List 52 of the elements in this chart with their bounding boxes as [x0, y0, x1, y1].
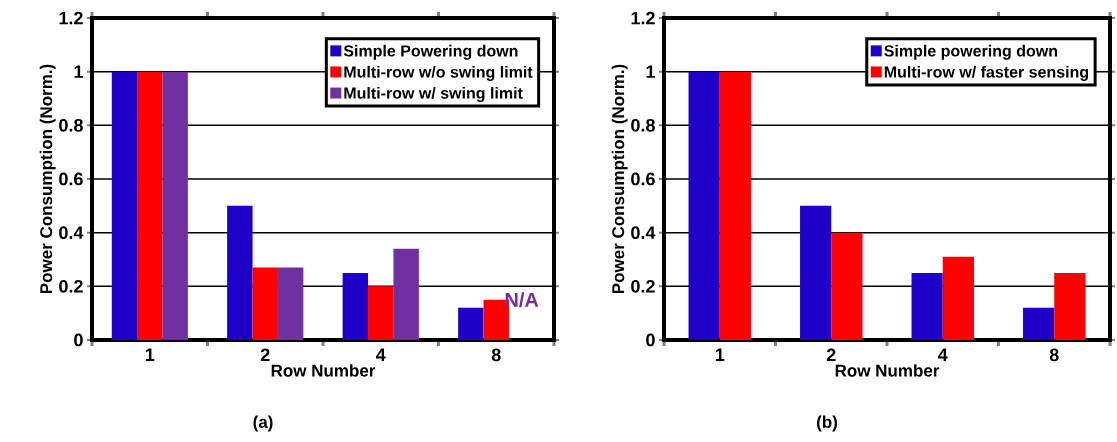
y-tick-label: 0.8	[631, 118, 655, 132]
text: (a)	[253, 415, 273, 432]
x-tick-label: 1	[715, 348, 725, 361]
bar	[1054, 272, 1086, 340]
bar	[911, 272, 943, 340]
x-tick-label: 4	[938, 348, 948, 361]
legend-label: Multi-row w/o swing limit	[344, 65, 533, 81]
x-tick-label: 4	[376, 348, 386, 361]
y-tick-label: 1.2	[631, 11, 655, 25]
legend-label: Simple powering down	[884, 44, 1058, 60]
x-tick-label: 2	[260, 348, 270, 362]
y-axis-title: Power Consumption (Norm.)	[611, 64, 628, 294]
y-tick-label: 0.2	[59, 279, 83, 293]
bar	[368, 286, 394, 340]
bar	[277, 267, 304, 340]
y-tick-label: 1	[646, 65, 655, 78]
bar	[162, 71, 188, 340]
bar	[342, 272, 369, 340]
y-tick-label: 0.6	[631, 172, 655, 186]
bar	[458, 307, 484, 340]
x-axis-title: Row Number	[835, 364, 940, 377]
x-tick-label: 2	[826, 348, 836, 362]
legend-label: Simple Powering down	[343, 44, 518, 60]
y-tick-label: 1.2	[59, 11, 83, 25]
bar	[252, 267, 278, 340]
text: (b)	[817, 415, 838, 432]
bar	[137, 71, 163, 340]
y-tick-label: 0.8	[59, 118, 83, 132]
bar	[719, 71, 751, 340]
bar	[1023, 307, 1055, 340]
y-tick-label: 0.4	[631, 226, 656, 240]
bar	[688, 71, 720, 340]
y-tick-label: 0	[74, 333, 83, 347]
x-axis-title: Row Number	[271, 364, 376, 377]
y-tick-label: 0.4	[59, 226, 84, 240]
annotation: N/A	[505, 292, 539, 308]
legend-label: Multi-row w/ swing limit	[344, 87, 523, 102]
y-axis-title: Power Consumption (Norm.)	[39, 64, 56, 294]
x-tick-label: 1	[145, 348, 155, 361]
bar	[831, 232, 863, 340]
legend-label: Multi-row w/ faster sensing	[884, 65, 1089, 81]
bar	[942, 256, 974, 340]
y-tick-label: 1	[74, 65, 83, 78]
y-tick-label: 0.2	[631, 279, 655, 293]
y-tick-label: 0	[646, 333, 655, 347]
bar	[800, 205, 832, 340]
bar	[393, 248, 419, 340]
y-tick-label: 0.6	[59, 172, 83, 186]
bar	[227, 205, 253, 340]
bar	[111, 71, 138, 340]
x-tick-label: 8	[491, 348, 501, 362]
x-tick-label: 8	[1049, 348, 1059, 362]
